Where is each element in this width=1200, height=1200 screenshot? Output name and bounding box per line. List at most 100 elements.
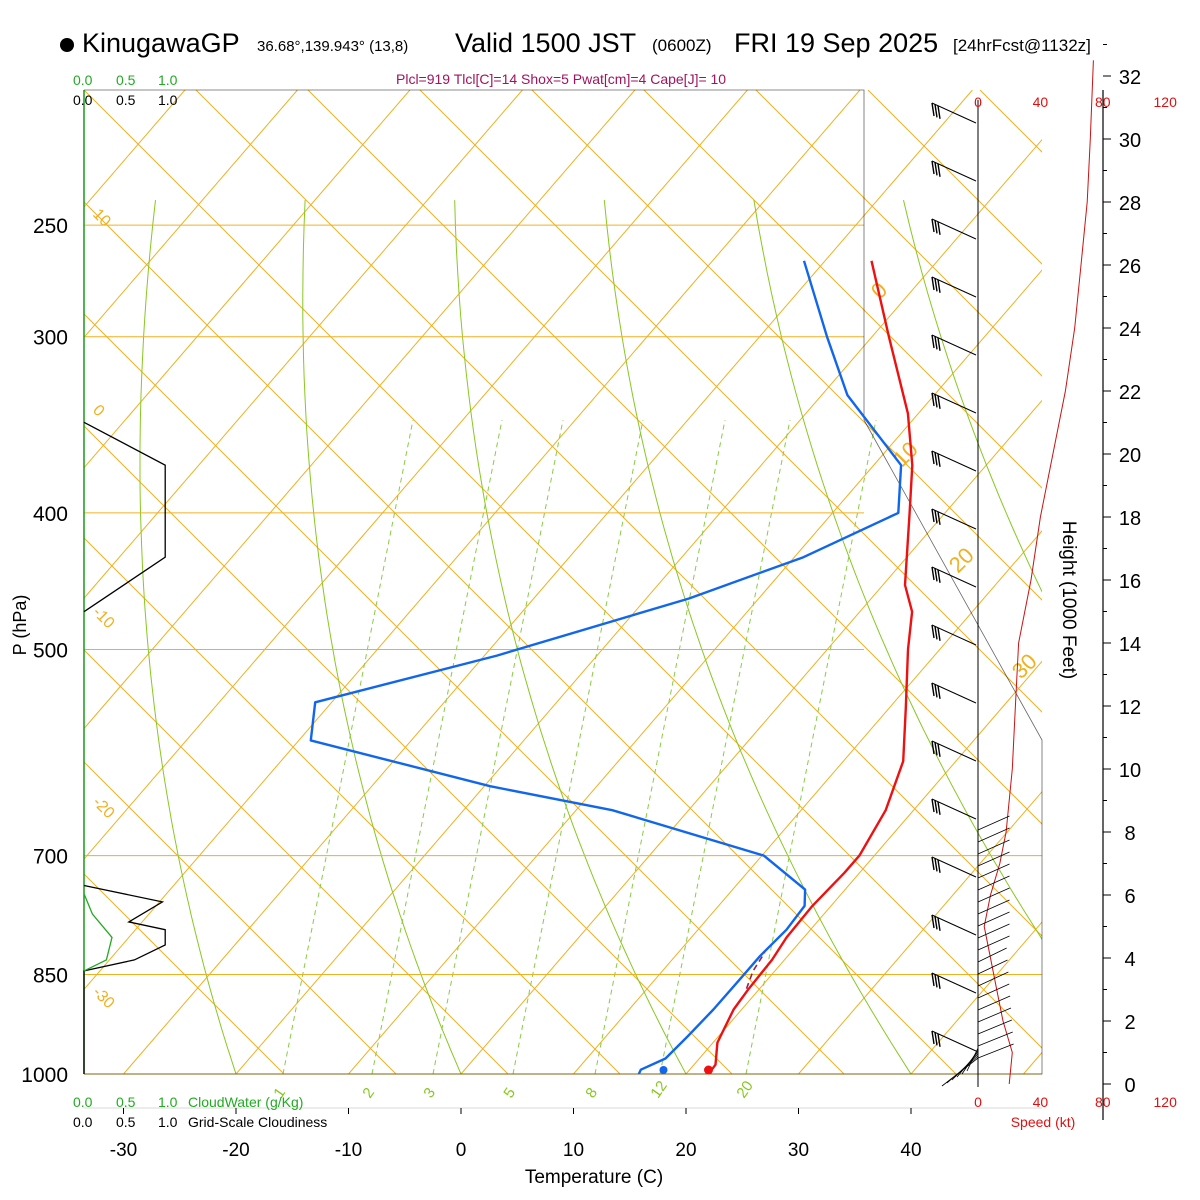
wind-barb-flag [937, 1033, 941, 1047]
speed-tick-label: 80 [1095, 1094, 1111, 1110]
wind-barb-flag [931, 566, 935, 581]
mixing-ratio-label: 8 [582, 1085, 601, 1102]
pressure-tick-label: 500 [33, 640, 68, 663]
isotherm-label: -10 [89, 604, 117, 632]
wind-barb-flag [937, 917, 941, 931]
wind-barb-icon [977, 899, 1010, 915]
theta-e-line [867, 90, 1042, 265]
height-tick-label: 32 [1119, 67, 1141, 89]
wind-barb-icon [977, 947, 1007, 963]
wind-barb-icon [977, 1031, 1013, 1047]
valid-time: Valid 1500 JST [455, 28, 637, 58]
isotherm-line [84, 90, 861, 991]
valid-zulu: (0600Z) [652, 36, 712, 55]
height-tick-label: 2 [1124, 1012, 1135, 1034]
wind-barb-icon [931, 624, 977, 646]
cloudiness-scale-label: 0.5 [116, 92, 136, 108]
parcel-path [745, 952, 766, 989]
speed-tick-label: 40 [1033, 1094, 1049, 1110]
pressure-tick-label: 850 [33, 964, 68, 987]
height-tick-label: 4 [1124, 949, 1135, 971]
theta-e-line [84, 201, 957, 1074]
wind-barb-flag [934, 220, 938, 234]
cloudiness-scale-label: 0.0 [73, 1114, 93, 1130]
height-tick-label: 10 [1119, 760, 1141, 782]
wind-barb-flag [934, 452, 938, 466]
speed-tick-label: 0 [974, 1094, 982, 1110]
theta-e-line [307, 90, 1042, 825]
isotherm-line [123, 90, 973, 1074]
wind-barb-flag [934, 974, 938, 988]
height-tick-label: 28 [1119, 193, 1141, 215]
cloud-water-title: CloudWater (g/Kg) [188, 1094, 303, 1110]
wind-barb-flag [934, 162, 938, 176]
height-axis-title: Height (1000 Feet) [1058, 521, 1079, 679]
temperature-tick-label: -10 [335, 1140, 362, 1161]
wind-barb-icon [977, 911, 1010, 927]
height-tick-label: 24 [1119, 319, 1141, 341]
cloudiness-profile-upper [83, 421, 166, 613]
wind-barb-flag [937, 453, 941, 467]
pressure-tick-label: 300 [33, 327, 68, 350]
wind-barb-icon [977, 935, 1010, 951]
pressure-tick-label: 1000 [21, 1064, 68, 1087]
wind-barb-flag [931, 218, 935, 233]
wind-barb-icon [931, 334, 977, 356]
speed-tick-label: 0 [974, 94, 982, 110]
wind-barb-flag [937, 337, 941, 351]
height-tick-label: 0 [1124, 1075, 1135, 1097]
cloud-water-scale-label: 0.5 [116, 1094, 136, 1110]
wind-barb-icon [977, 851, 1010, 867]
dry-adiabat-line [302, 200, 462, 1074]
theta-e-line [84, 537, 621, 1074]
mixing-ratio-line [659, 419, 791, 1074]
theta-e-line [84, 873, 285, 1074]
dewpoint-profile [309, 260, 903, 1074]
temperature-tick-label: 40 [900, 1140, 921, 1161]
isotherm-line [84, 90, 298, 339]
wind-barb-flag [937, 627, 941, 641]
temperature-profile [707, 260, 914, 1074]
mixing-ratio-line [371, 419, 503, 1074]
theta-e-line [84, 313, 845, 1074]
station-name: KinugawaGP [82, 28, 240, 58]
wind-barb-flag [931, 740, 935, 755]
isotherm-line [84, 90, 636, 730]
wind-barb-icon [931, 450, 977, 472]
wind-barb-flag [934, 336, 938, 350]
wind-barb-flag [934, 626, 938, 640]
theta-e-line [643, 90, 1042, 489]
theta-e-line [979, 90, 1042, 153]
speed-axis-title: Speed (kt) [1011, 1114, 1076, 1130]
cloudiness-profile [83, 884, 166, 1074]
height-tick-label: 8 [1124, 823, 1135, 845]
wind-barb-icon [977, 959, 1008, 975]
wind-barb-flag [931, 450, 935, 465]
wind-barb-flag [931, 972, 935, 987]
wind-barb-flag [931, 1030, 935, 1045]
wind-barb-flag [934, 278, 938, 292]
wind-barb-icon [977, 839, 1010, 855]
cloud-water-scale-label: 1.0 [158, 1094, 178, 1110]
station-coords: 36.68°,139.943° (13,8) [257, 38, 409, 55]
cloud-water-profile [83, 893, 113, 972]
wind-barb-flag [931, 624, 935, 639]
temperature-tick-label: 0 [456, 1140, 467, 1161]
cloud-water-scale-label: 0.0 [73, 1094, 93, 1110]
height-tick-label: 18 [1119, 508, 1141, 530]
mixing-ratio-line [512, 419, 644, 1074]
theta-e-line [419, 90, 1042, 713]
pressure-tick-label: 400 [33, 503, 68, 526]
theta-e-line [84, 761, 397, 1074]
isotherm-label: -30 [89, 984, 117, 1012]
wind-barb-icon [977, 971, 1009, 987]
height-tick-label: 22 [1119, 382, 1141, 404]
adiabat-label: 30 [1007, 649, 1042, 684]
wind-barb-icon [931, 798, 977, 820]
wind-barb-flag [934, 394, 938, 408]
wind-barb-icon [931, 160, 977, 182]
wind-barb-icon [977, 923, 1010, 939]
isotherm-line [1023, 1051, 1042, 1074]
wind-barb-icon [931, 1030, 977, 1052]
isotherm-line [235, 138, 1042, 1074]
